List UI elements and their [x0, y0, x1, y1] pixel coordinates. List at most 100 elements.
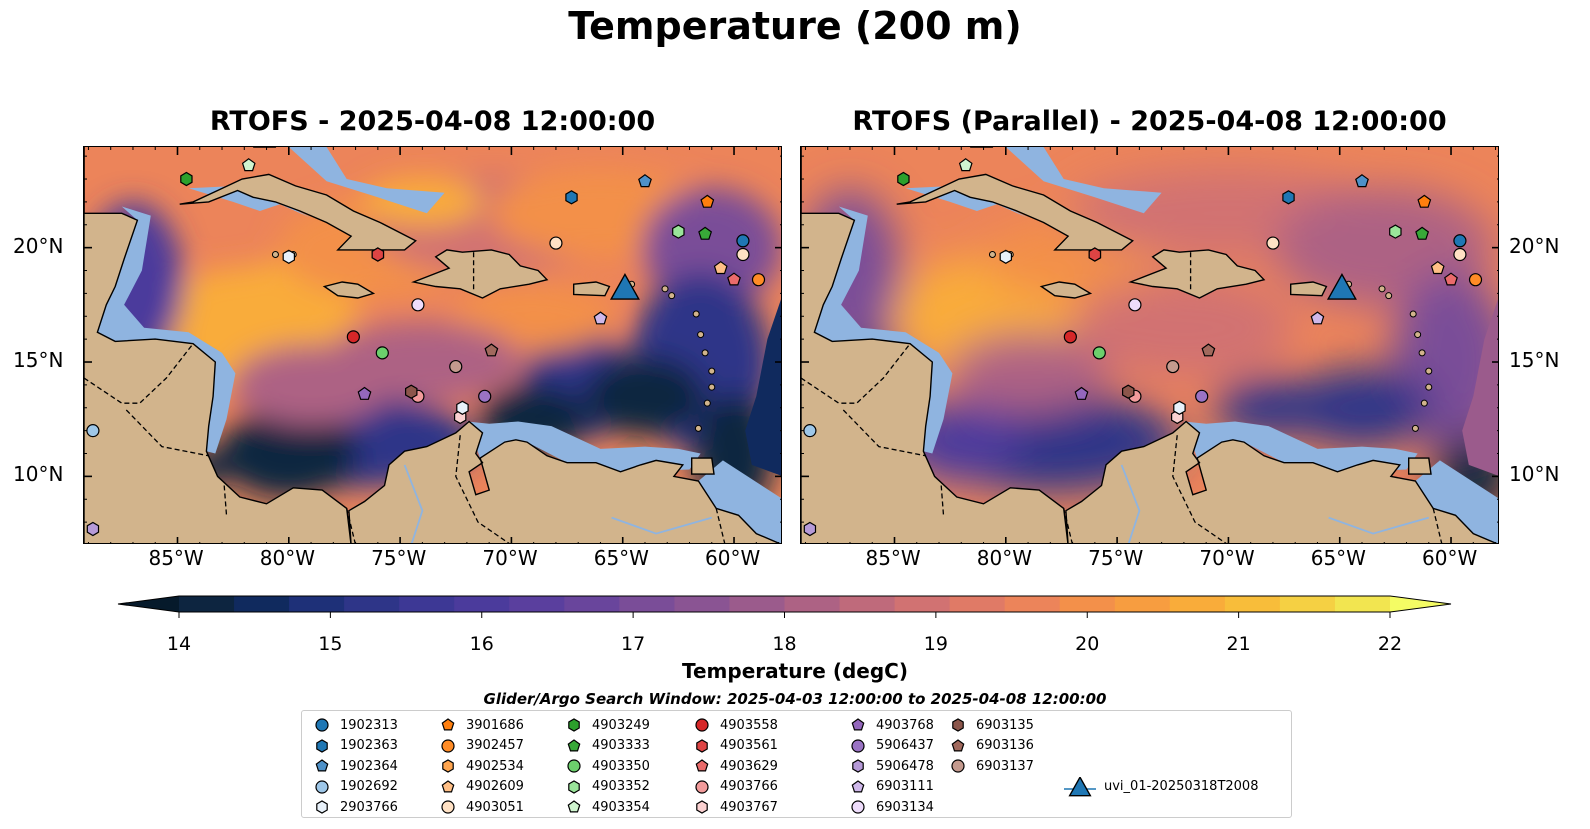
legend-marker-4903558[interactable]: [695, 718, 709, 732]
float-marker-5906437-right[interactable]: [1195, 389, 1209, 403]
legend-marker: [442, 759, 454, 773]
legend-marker-4903350[interactable]: [567, 759, 581, 773]
legend-marker-1902364[interactable]: [315, 759, 329, 772]
legend-marker-4902534[interactable]: [442, 759, 454, 773]
legend-marker-4903051[interactable]: [441, 800, 455, 814]
legend-marker: [852, 759, 864, 773]
legend-marker-2903766[interactable]: [316, 800, 328, 814]
float-marker-2903766-left[interactable]: [282, 249, 295, 264]
float-marker-6903111-right[interactable]: [1310, 311, 1325, 325]
legend-marker-6903135[interactable]: [952, 718, 964, 732]
float-marker-1902364-right[interactable]: [1355, 174, 1369, 188]
float-marker-4903350-left[interactable]: [375, 346, 389, 360]
legend-marker-1902692[interactable]: [315, 779, 329, 794]
float-marker-4903352-right[interactable]: [1389, 224, 1402, 239]
float-marker-5906478-right[interactable]: [803, 521, 817, 537]
float-marker-4902609-right[interactable]: [1430, 260, 1445, 275]
float-marker-1902363-right[interactable]: [1282, 190, 1295, 205]
float-marker-4903051-right[interactable]: [1453, 247, 1467, 262]
float-marker-6903137-right[interactable]: [1166, 359, 1180, 374]
float-marker-4903558-left[interactable]: [346, 330, 360, 344]
float-marker-1902692-left[interactable]: [86, 424, 100, 438]
legend-marker-1902363[interactable]: [316, 738, 328, 753]
legend-marker-4903561[interactable]: [696, 738, 708, 753]
float-marker-3902457-left[interactable]: [751, 273, 766, 287]
legend-marker-3901686[interactable]: [441, 718, 455, 731]
float-marker-4902609-left[interactable]: [713, 260, 728, 275]
float-marker-5906478-left[interactable]: [86, 521, 100, 537]
map-panel-right[interactable]: [800, 146, 1499, 544]
float-marker-6903136-left[interactable]: [484, 343, 499, 357]
legend-marker-6903136[interactable]: [951, 738, 965, 751]
float-marker-6903136-right[interactable]: [1201, 343, 1216, 357]
legend-title: Glider/Argo Search Window: 2025-04-03 12…: [483, 690, 1107, 708]
legend-marker-6903137[interactable]: [951, 759, 965, 773]
float-marker-1902313-right[interactable]: [1453, 234, 1467, 248]
legend-marker-3902457[interactable]: [441, 738, 455, 753]
legend-marker: [567, 800, 581, 813]
float-marker-4903249-right[interactable]: [897, 171, 910, 187]
float-marker-2903766-right[interactable]: [1173, 400, 1186, 415]
legend-marker-4903354[interactable]: [567, 800, 581, 813]
float-marker-1902363-left[interactable]: [565, 190, 578, 205]
float-marker-4903354-left[interactable]: [241, 158, 256, 172]
float-marker-6903137-left[interactable]: [449, 359, 463, 374]
legend-marker-4902609[interactable]: [441, 779, 455, 792]
float-marker-1902692-right[interactable]: [803, 424, 817, 438]
float-marker-4903561-right[interactable]: [1088, 247, 1102, 262]
legend-marker-5906437[interactable]: [851, 738, 865, 753]
float-marker-6903111-left[interactable]: [593, 311, 608, 325]
legend-label: 4903354: [592, 799, 650, 815]
glider-marker-left[interactable]: [609, 272, 640, 300]
float-marker-4903558-right[interactable]: [1063, 330, 1077, 344]
float-marker-3901686-right[interactable]: [1417, 194, 1432, 208]
float-marker-4903333-right[interactable]: [1415, 226, 1430, 240]
float-marker-4903629-right[interactable]: [1444, 272, 1458, 286]
float-marker-4903350-right[interactable]: [1092, 346, 1106, 360]
float-marker-6903134-left[interactable]: [411, 298, 425, 312]
legend-marker-4903629[interactable]: [695, 759, 709, 772]
float-marker-4903768-left[interactable]: [357, 386, 372, 400]
legend-label: 6903134: [876, 799, 934, 815]
float-marker-4903333-left[interactable]: [698, 226, 713, 240]
colorbar-segment: [1114, 596, 1171, 612]
float-marker-1902364-left[interactable]: [638, 174, 652, 188]
float-marker-4903768-right[interactable]: [1074, 386, 1089, 400]
float-marker-6903134-right[interactable]: [1128, 298, 1142, 312]
temperature-map-right[interactable]: [801, 147, 1499, 544]
float-marker-4903354-right[interactable]: [958, 158, 973, 172]
legend-marker-4903333[interactable]: [567, 738, 581, 751]
float-marker-3902457-right[interactable]: [1468, 273, 1483, 287]
legend-marker-4903352[interactable]: [568, 779, 580, 794]
legend: 1902313 1902363 1902364 1902692 2903766 39016…: [301, 710, 1292, 818]
float-marker-1902313-left[interactable]: [736, 234, 750, 248]
legend-marker-6903111[interactable]: [851, 779, 865, 792]
float-marker-3901686-left[interactable]: [700, 194, 715, 208]
legend-marker-4903767[interactable]: [696, 800, 708, 814]
float-marker-4903051-left[interactable]: [549, 236, 563, 250]
legend-marker-6903134[interactable]: [851, 800, 865, 814]
legend-label: 4903767: [720, 799, 778, 815]
legend-marker-4903249[interactable]: [568, 718, 580, 732]
float-marker-4903249-left[interactable]: [180, 171, 193, 187]
legend-marker-1902313[interactable]: [315, 718, 329, 732]
float-marker-5906437-left[interactable]: [478, 389, 492, 403]
float-marker-4903629-left[interactable]: [727, 272, 741, 286]
temperature-map-left[interactable]: [84, 147, 782, 544]
float-marker-4903352-left[interactable]: [672, 224, 685, 239]
float-marker-6903135-right[interactable]: [1122, 384, 1135, 399]
legend-marker-glider[interactable]: [1068, 776, 1092, 796]
float-marker-2903766-left[interactable]: [456, 400, 469, 415]
legend-marker-5906478[interactable]: [852, 759, 864, 773]
float-marker-4903051-left[interactable]: [736, 247, 750, 262]
float-marker-2903766-right[interactable]: [999, 249, 1012, 264]
legend-marker-4903768[interactable]: [851, 718, 865, 731]
float-marker-6903135-left[interactable]: [405, 384, 418, 399]
map-panel-left[interactable]: [83, 146, 782, 544]
colorbar-segment: [1279, 596, 1336, 612]
legend-item: 1902363: [312, 736, 398, 756]
float-marker-4903051-right[interactable]: [1266, 236, 1280, 250]
glider-marker-right[interactable]: [1326, 272, 1357, 300]
legend-marker-4903766[interactable]: [695, 779, 709, 794]
float-marker-4903561-left[interactable]: [371, 247, 385, 262]
